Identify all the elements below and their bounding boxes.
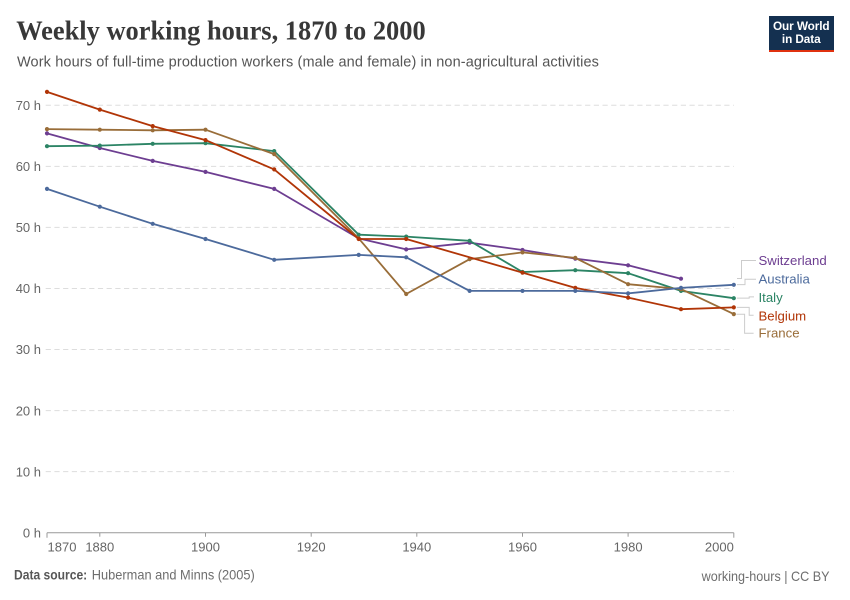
svg-text:2000: 2000 (705, 540, 734, 555)
svg-text:10 h: 10 h (16, 464, 41, 479)
svg-text:Switzerland: Switzerland (759, 253, 827, 268)
svg-text:working-hours | CC BY: working-hours | CC BY (701, 568, 830, 584)
svg-text:Australia: Australia (759, 272, 811, 287)
svg-text:60 h: 60 h (16, 159, 41, 174)
svg-text:1920: 1920 (297, 540, 326, 555)
svg-text:40 h: 40 h (16, 281, 41, 296)
svg-text:Weekly working hours, 1870 to: Weekly working hours, 1870 to 2000 (16, 15, 426, 45)
svg-text:Data source:: Data source: (14, 566, 87, 582)
svg-text:30 h: 30 h (16, 342, 41, 357)
svg-text:France: France (759, 326, 800, 341)
svg-text:70 h: 70 h (16, 98, 41, 113)
svg-text:20 h: 20 h (16, 403, 41, 418)
svg-text:0 h: 0 h (23, 525, 41, 540)
svg-text:1960: 1960 (508, 540, 537, 555)
svg-text:1900: 1900 (191, 540, 220, 555)
svg-text:1980: 1980 (614, 540, 643, 555)
svg-text:1880: 1880 (85, 540, 114, 555)
svg-text:50 h: 50 h (16, 220, 41, 235)
svg-text:Italy: Italy (759, 290, 784, 305)
svg-text:Work hours of full-time produc: Work hours of full-time production worke… (17, 54, 599, 70)
svg-text:1870: 1870 (48, 540, 77, 555)
svg-text:1940: 1940 (402, 540, 431, 555)
svg-text:Belgium: Belgium (759, 308, 807, 323)
svg-text:Huberman and Minns (2005): Huberman and Minns (2005) (92, 566, 255, 582)
